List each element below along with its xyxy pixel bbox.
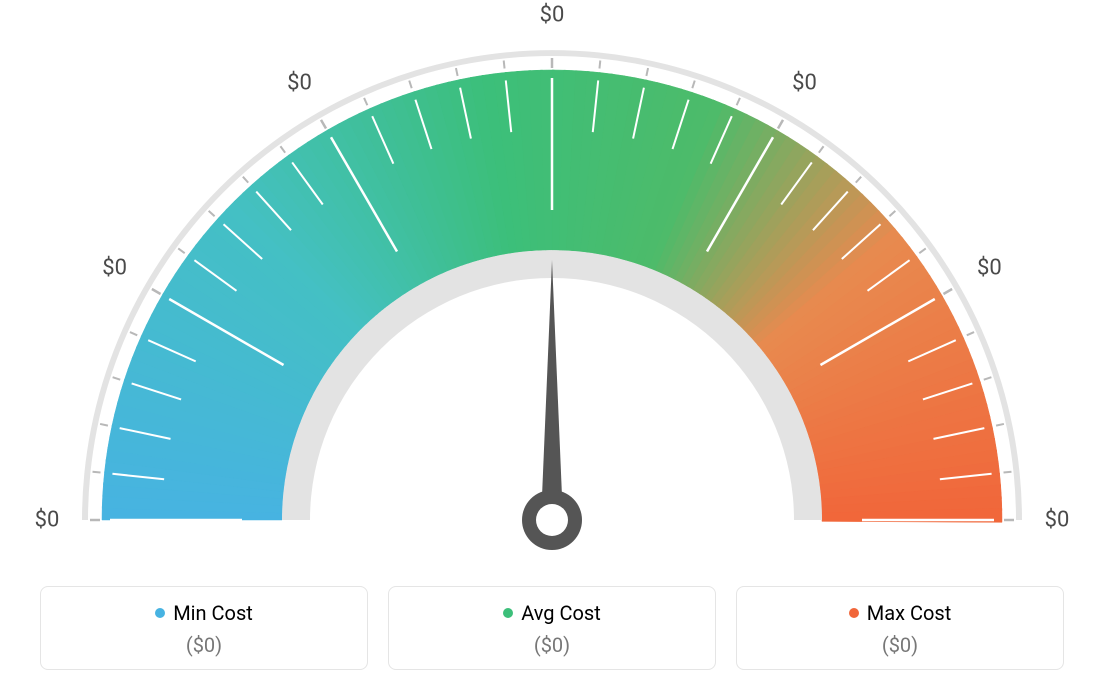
- gauge-svg: [52, 50, 1052, 570]
- legend-card-min: Min Cost ($0): [40, 586, 368, 670]
- dot-icon: [503, 608, 513, 618]
- legend-card-max: Max Cost ($0): [736, 586, 1064, 670]
- gauge-wrap: $0 $0 $0 $0 $0 $0 $0: [0, 0, 1104, 570]
- legend-title-min: Min Cost: [155, 601, 253, 625]
- legend-title-max: Max Cost: [849, 601, 952, 625]
- legend-title-avg: Avg Cost: [503, 601, 601, 625]
- legend-label: Max Cost: [867, 601, 952, 625]
- gauge-tick-label: $0: [540, 3, 565, 28]
- dot-icon: [155, 608, 165, 618]
- legend-label: Avg Cost: [521, 601, 601, 625]
- chart-container: $0 $0 $0 $0 $0 $0 $0 Min Cost ($0) Avg Cost ($…: [0, 0, 1104, 690]
- gauge-tick-label: $0: [977, 255, 1002, 280]
- legend-label: Min Cost: [173, 601, 253, 625]
- gauge-tick-label: $0: [792, 70, 817, 95]
- gauge-tick-label: $0: [35, 508, 60, 533]
- gauge-tick-label: $0: [1045, 508, 1070, 533]
- legend-value-min: ($0): [51, 633, 357, 657]
- gauge-tick-label: $0: [287, 70, 312, 95]
- dot-icon: [849, 608, 859, 618]
- legend-value-avg: ($0): [399, 633, 705, 657]
- legend-card-avg: Avg Cost ($0): [388, 586, 716, 670]
- legend-row: Min Cost ($0) Avg Cost ($0) Max Cost ($0…: [40, 586, 1064, 670]
- gauge-tick-label: $0: [102, 255, 127, 280]
- legend-value-max: ($0): [747, 633, 1053, 657]
